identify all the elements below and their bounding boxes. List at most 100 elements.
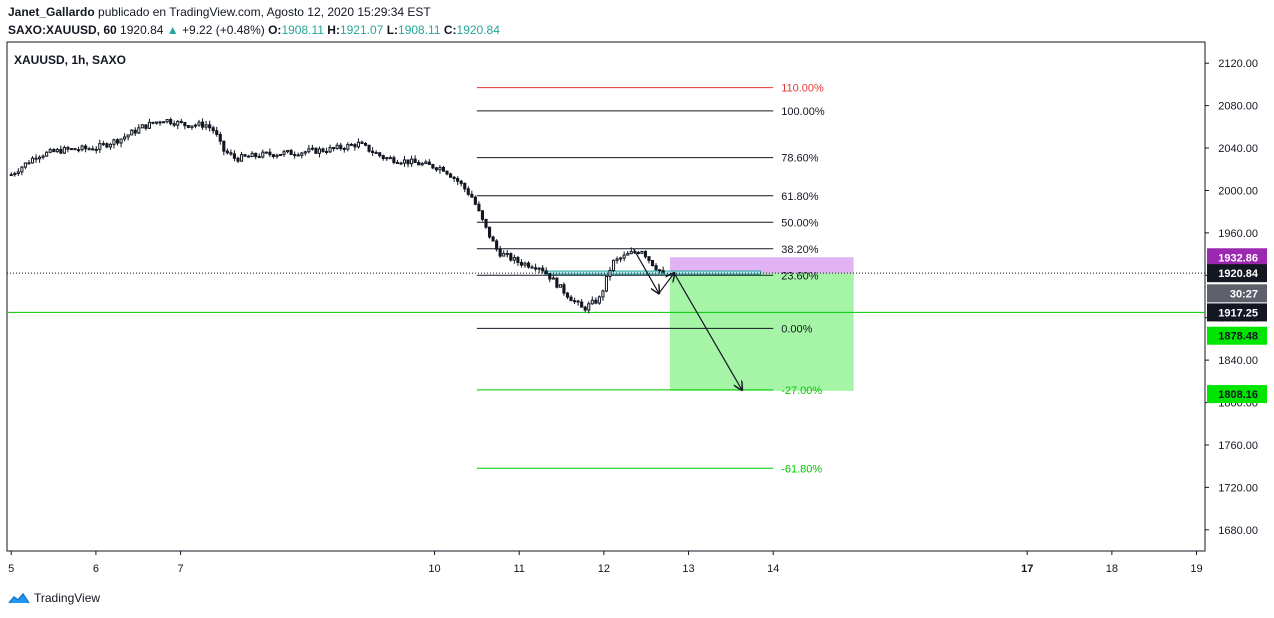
high-value: 1921.07 [339,23,384,37]
candle-body [48,149,52,153]
price-badge-bg [1207,303,1267,322]
candle-body [452,176,456,179]
candle-body [282,151,286,156]
candle-body [647,256,651,261]
candle-body [34,157,38,160]
open-value: 1908.11 [281,23,324,37]
candle-body [158,121,162,124]
candle-body [445,170,449,175]
candle-body [381,155,385,160]
candle-body [200,121,205,128]
candle-body [356,141,361,148]
candle-body [420,162,424,166]
candle-body [225,150,229,154]
candle-body [573,300,577,303]
candle-body [505,253,509,256]
candle-body [303,151,307,154]
candle-body [615,258,619,261]
candle-body [427,161,431,165]
candle-body [594,299,598,304]
trend-arrow [658,273,674,294]
candle-body [264,151,268,154]
candle-body [498,248,502,257]
candle-body [371,150,375,154]
price-badge-text: 30:27 [1230,288,1258,300]
x-tick-label: 18 [1106,563,1118,575]
candle-body [658,269,662,272]
price-badge-price: 1920.84 [1207,264,1267,283]
candle-body [636,251,640,254]
open-label: O: [268,23,282,37]
candle-body [601,290,605,298]
candle-body [534,267,538,270]
fib-level-label: 100.00% [781,106,825,118]
candle-body [328,147,332,153]
close-value: 1920.84 [456,23,500,37]
candle-body [530,266,534,269]
candle-body [459,180,463,184]
candle-body [250,152,254,158]
candle-body [20,166,24,173]
candle-body [374,152,378,155]
price-badge-bg [1207,264,1267,283]
price-badge-bg [1207,385,1267,404]
candle-body [342,148,346,151]
trend-arrow [632,248,659,294]
y-tick-label: 1960.00 [1218,228,1258,240]
candle-body [38,156,42,160]
candle-body [215,130,219,135]
x-tick-label: 11 [514,563,525,575]
candle-body [360,141,364,144]
chart-title: XAUUSD, 1h, SAXO [14,53,126,67]
candle-body [108,143,113,148]
candle-body [544,270,548,275]
candle-body [236,157,240,162]
candle-body [608,269,612,277]
candle-body [487,226,492,238]
candle-body [626,253,630,256]
fib-level-label: 78.60% [781,153,819,165]
candle-body [537,267,541,270]
candle-body [165,118,169,123]
candle-body [147,121,151,129]
price-badge-bg [1207,284,1267,303]
candle-body [130,129,134,136]
candle-body [399,162,403,165]
candle-body [413,158,417,164]
candle-body [406,159,410,165]
fib-level-label: -27.00% [781,385,822,397]
candle-body [576,300,580,303]
candle-body [137,127,141,134]
candle-body [424,161,428,164]
candle-body [449,173,453,178]
candle-body [611,259,616,271]
candle-body [87,148,91,151]
candle-body [314,147,318,154]
author-name[interactable]: Janet_Gallardo [8,5,95,19]
candle-body [66,147,70,150]
candle-body [484,218,488,228]
target-zone [669,273,854,391]
candle-body [385,157,389,160]
price-badge-target: 1808.16 [1207,385,1267,404]
footer-brand[interactable]: TradingView [8,591,100,605]
candle-body [417,162,421,166]
candle-body [640,251,644,254]
price-badge-text: 1932.86 [1218,252,1258,264]
candle-body [562,284,566,294]
candle-body [197,121,201,126]
candle-body [151,121,155,124]
candle-body [254,152,258,157]
candle-body [519,261,523,266]
candle-body [548,273,552,280]
price-badge-text: 1920.84 [1218,268,1259,280]
candle-body [526,262,531,268]
candle-body [388,157,392,160]
x-tick-label: 12 [598,563,610,575]
candle-body [62,147,66,154]
brand-name: TradingView [34,591,101,605]
candle-body [643,251,647,258]
candle-body [339,144,343,150]
candle-body [654,265,658,271]
